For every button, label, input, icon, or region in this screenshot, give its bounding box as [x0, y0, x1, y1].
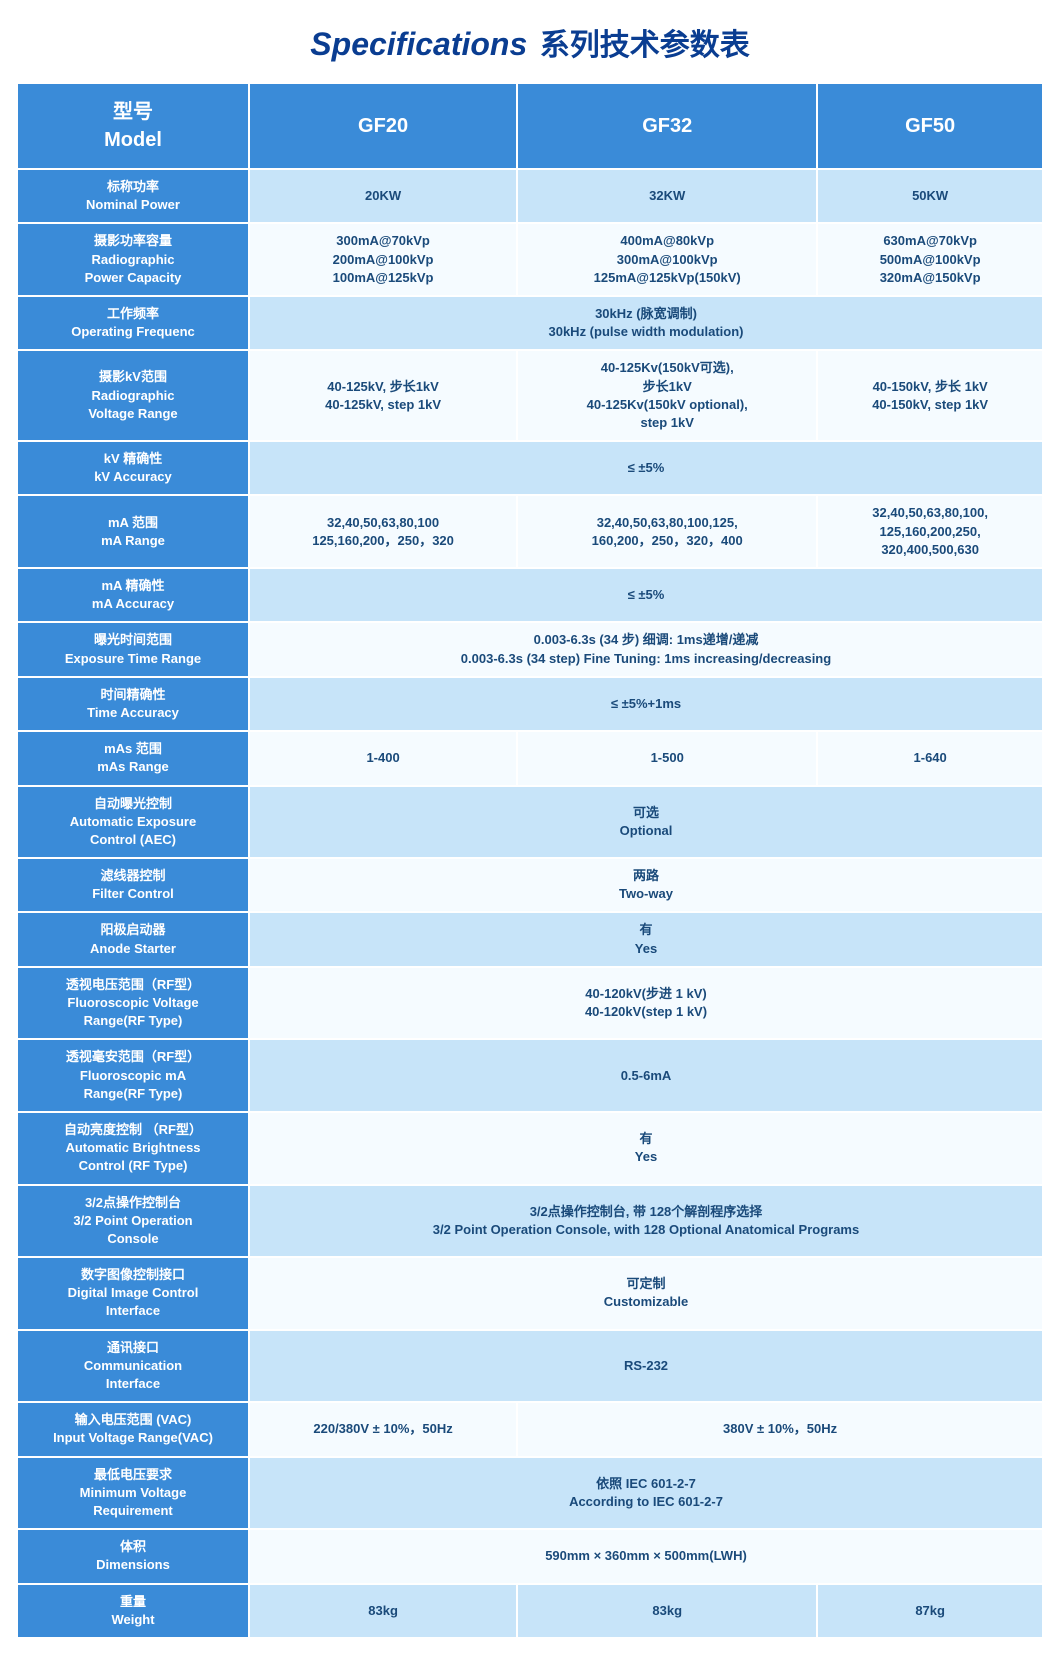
row-label: mA 范围 mA Range: [18, 496, 248, 567]
cell: 32,40,50,63,80,100 125,160,200，250，320: [250, 496, 516, 567]
table-row: 曝光时间范围 Exposure Time Range0.003-6.3s (34…: [18, 623, 1042, 675]
cell-merged: 0.003-6.3s (34 步) 细调: 1ms递增/递减 0.003-6.3…: [250, 623, 1042, 675]
cell: 83kg: [518, 1585, 816, 1637]
table-row: 输入电压范围 (VAC) Input Voltage Range(VAC)220…: [18, 1403, 1042, 1455]
table-row: 3/2点操作控制台 3/2 Point Operation Console3/2…: [18, 1186, 1042, 1257]
table-row: 通讯接口 Communication InterfaceRS-232: [18, 1331, 1042, 1402]
table-row: 自动亮度控制 （RF型） Automatic Brightness Contro…: [18, 1113, 1042, 1184]
row-label: 透视电压范围（RF型） Fluoroscopic Voltage Range(R…: [18, 968, 248, 1039]
cell-merged: 590mm × 360mm × 500mm(LWH): [250, 1530, 1042, 1582]
cell-merged: 两路 Two-way: [250, 859, 1042, 911]
cell-merged: RS-232: [250, 1331, 1042, 1402]
header-model-label: 型号 Model: [18, 84, 248, 168]
cell-merged: 3/2点操作控制台, 带 128个解剖程序选择 3/2 Point Operat…: [250, 1186, 1042, 1257]
title-chinese: 系列技术参数表: [540, 29, 750, 62]
table-row: 滤线器控制 Filter Control两路 Two-way: [18, 859, 1042, 911]
cell: 20KW: [250, 170, 516, 222]
title-english: Specifications: [310, 26, 527, 62]
row-label: 数字图像控制接口 Digital Image Control Interface: [18, 1258, 248, 1329]
table-row: 摄影功率容量 Radiographic Power Capacity300mA@…: [18, 224, 1042, 295]
table-row: 最低电压要求 Minimum Voltage Requirement依照 IEC…: [18, 1458, 1042, 1529]
row-label: 透视毫安范围（RF型） Fluoroscopic mA Range(RF Typ…: [18, 1040, 248, 1111]
table-row: mA 精确性 mA Accuracy≤ ±5%: [18, 569, 1042, 621]
cell-merged: ≤ ±5%: [250, 569, 1042, 621]
table-row: kV 精确性 kV Accuracy≤ ±5%: [18, 442, 1042, 494]
table-row: 透视电压范围（RF型） Fluoroscopic Voltage Range(R…: [18, 968, 1042, 1039]
cell: 400mA@80kVp 300mA@100kVp 125mA@125kVp(15…: [518, 224, 816, 295]
row-label: 摄影kV范围 Radiographic Voltage Range: [18, 351, 248, 440]
cell-merged: 有 Yes: [250, 1113, 1042, 1184]
table-row: 透视毫安范围（RF型） Fluoroscopic mA Range(RF Typ…: [18, 1040, 1042, 1111]
cell-merged: ≤ ±5%+1ms: [250, 678, 1042, 730]
cell-merged: 有 Yes: [250, 913, 1042, 965]
cell: 1-640: [818, 732, 1042, 784]
row-label: 通讯接口 Communication Interface: [18, 1331, 248, 1402]
cell: 32,40,50,63,80,100,125, 160,200，250，320，…: [518, 496, 816, 567]
cell: 83kg: [250, 1585, 516, 1637]
row-label: 体积 Dimensions: [18, 1530, 248, 1582]
table-row: 阳极启动器 Anode Starter有 Yes: [18, 913, 1042, 965]
cell: 87kg: [818, 1585, 1042, 1637]
specifications-table: 型号 Model GF20 GF32 GF50 标称功率 Nominal Pow…: [16, 82, 1044, 1639]
header-col-gf32: GF32: [518, 84, 816, 168]
table-row: 摄影kV范围 Radiographic Voltage Range40-125k…: [18, 351, 1042, 440]
cell: 32KW: [518, 170, 816, 222]
cell-merged: 可选 Optional: [250, 787, 1042, 858]
table-row: 数字图像控制接口 Digital Image Control Interface…: [18, 1258, 1042, 1329]
cell: 1-500: [518, 732, 816, 784]
row-label: 工作频率 Operating Frequenc: [18, 297, 248, 349]
cell-merged: 依照 IEC 601-2-7 According to IEC 601-2-7: [250, 1458, 1042, 1529]
table-row: 自动曝光控制 Automatic Exposure Control (AEC)可…: [18, 787, 1042, 858]
table-row: mAs 范围 mAs Range1-4001-5001-640: [18, 732, 1042, 784]
cell: 220/380V ± 10%，50Hz: [250, 1403, 516, 1455]
table-row: mA 范围 mA Range32,40,50,63,80,100 125,160…: [18, 496, 1042, 567]
cell: 300mA@70kVp 200mA@100kVp 100mA@125kVp: [250, 224, 516, 295]
table-row: 工作频率 Operating Frequenc30kHz (脉宽调制) 30kH…: [18, 297, 1042, 349]
row-label: 自动曝光控制 Automatic Exposure Control (AEC): [18, 787, 248, 858]
cell: 40-125kV, 步长1kV 40-125kV, step 1kV: [250, 351, 516, 440]
table-row: 标称功率 Nominal Power20KW32KW50KW: [18, 170, 1042, 222]
table-row: 时间精确性 Time Accuracy≤ ±5%+1ms: [18, 678, 1042, 730]
table-row: 体积 Dimensions590mm × 360mm × 500mm(LWH): [18, 1530, 1042, 1582]
row-label: mAs 范围 mAs Range: [18, 732, 248, 784]
cell: 50KW: [818, 170, 1042, 222]
cell: 40-150kV, 步长 1kV 40-150kV, step 1kV: [818, 351, 1042, 440]
cell-merged: 可定制 Customizable: [250, 1258, 1042, 1329]
row-label: 滤线器控制 Filter Control: [18, 859, 248, 911]
row-label: 曝光时间范围 Exposure Time Range: [18, 623, 248, 675]
cell-merged: 0.5-6mA: [250, 1040, 1042, 1111]
row-label: 输入电压范围 (VAC) Input Voltage Range(VAC): [18, 1403, 248, 1455]
row-label: mA 精确性 mA Accuracy: [18, 569, 248, 621]
row-label: 自动亮度控制 （RF型） Automatic Brightness Contro…: [18, 1113, 248, 1184]
row-label: 阳极启动器 Anode Starter: [18, 913, 248, 965]
table-header-row: 型号 Model GF20 GF32 GF50: [18, 84, 1042, 168]
cell-merged: 40-120kV(步进 1 kV) 40-120kV(step 1 kV): [250, 968, 1042, 1039]
table-row: 重量 Weight83kg83kg87kg: [18, 1585, 1042, 1637]
header-col-gf50: GF50: [818, 84, 1042, 168]
row-label: 时间精确性 Time Accuracy: [18, 678, 248, 730]
row-label: 3/2点操作控制台 3/2 Point Operation Console: [18, 1186, 248, 1257]
cell: 40-125Kv(150kV可选), 步长1kV 40-125Kv(150kV …: [518, 351, 816, 440]
cell: 32,40,50,63,80,100, 125,160,200,250, 320…: [818, 496, 1042, 567]
cell: 380V ± 10%，50Hz: [518, 1403, 1042, 1455]
cell-merged: 30kHz (脉宽调制) 30kHz (pulse width modulati…: [250, 297, 1042, 349]
row-label: 最低电压要求 Minimum Voltage Requirement: [18, 1458, 248, 1529]
page-title: Specifications 系列技术参数表: [16, 20, 1044, 64]
header-col-gf20: GF20: [250, 84, 516, 168]
row-label: 摄影功率容量 Radiographic Power Capacity: [18, 224, 248, 295]
row-label: 重量 Weight: [18, 1585, 248, 1637]
row-label: kV 精确性 kV Accuracy: [18, 442, 248, 494]
row-label: 标称功率 Nominal Power: [18, 170, 248, 222]
cell: 630mA@70kVp 500mA@100kVp 320mA@150kVp: [818, 224, 1042, 295]
cell: 1-400: [250, 732, 516, 784]
cell-merged: ≤ ±5%: [250, 442, 1042, 494]
